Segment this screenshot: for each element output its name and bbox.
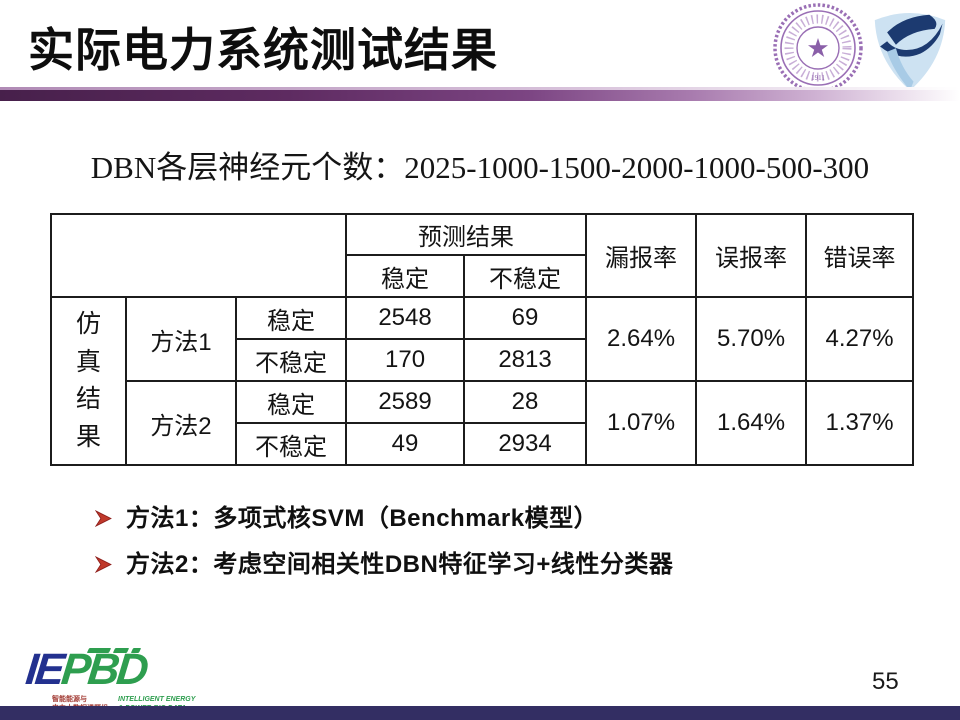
bullet-text-method1: 方法1：多项式核SVM（Benchmark模型）	[126, 505, 599, 532]
method2-stable-stable-cell: 2589	[345, 380, 466, 424]
title-divider	[0, 90, 960, 101]
method2-name-cell: 方法2	[125, 380, 237, 466]
method1-stable-unstable-cell: 69	[463, 296, 588, 340]
row-group-label: 仿真结果	[75, 310, 101, 451]
bottom-bar	[0, 706, 960, 720]
method2-unstable-unstable-cell: 2934	[463, 422, 588, 466]
list-item: 方法2：考虑空间相关性DBN特征学习+线性分类器	[95, 549, 673, 581]
tsinghua-seal-icon: 1911	[773, 3, 863, 93]
method1-unstable-unstable-cell: 2813	[463, 338, 588, 382]
method1-stable-label-cell: 稳定	[234, 296, 348, 340]
stable-col-header-cell: 稳定	[345, 254, 466, 298]
bullet-list: 方法1：多项式核SVM（Benchmark模型） 方法2：考虑空间相关性DBN特…	[95, 503, 673, 596]
miss-rate-header-cell: 漏报率	[585, 213, 698, 298]
method1-miss-rate-cell: 2.64%	[585, 296, 698, 382]
bullet-text-method2: 方法2：考虑空间相关性DBN特征学习+线性分类器	[126, 551, 674, 579]
results-table: 预测结果 漏报率 误报率 错误率 稳定 不稳定 仿真结果 方法1 稳定 2548…	[49, 213, 915, 466]
method2-false-alarm-cell: 1.64%	[695, 380, 808, 466]
list-item: 方法1：多项式核SVM（Benchmark模型）	[95, 503, 673, 535]
row-group-cell: 仿真结果	[50, 296, 127, 466]
iepbd-logo: IEPBD 智能能源与 电力大数据课题组 INTELLIGENT ENERGY …	[23, 638, 259, 714]
method1-error-rate-cell: 4.27%	[805, 296, 915, 382]
method1-stable-stable-cell: 2548	[345, 296, 466, 340]
dbn-layers-heading: DBN各层神经元个数：2025-1000-1500-2000-1000-500-…	[90, 150, 870, 185]
svg-text:1911: 1911	[811, 74, 825, 82]
bullet-arrow-icon	[95, 556, 112, 574]
iepbd-pbd-text: PBD	[59, 645, 149, 694]
blue-shield-logo-icon	[874, 13, 946, 91]
false-alarm-header-cell: 误报率	[695, 213, 808, 298]
iepbd-ie-text: IE	[23, 645, 65, 694]
bullet-arrow-icon	[95, 510, 112, 527]
method2-miss-rate-cell: 1.07%	[585, 380, 698, 466]
method2-error-rate-cell: 1.37%	[805, 380, 915, 466]
method2-stable-label-cell: 稳定	[234, 380, 348, 424]
page-title: 实际电力系统测试结果	[28, 24, 498, 76]
divider-highlight	[0, 87, 960, 90]
method1-false-alarm-cell: 5.70%	[695, 296, 808, 382]
table-corner-cell	[49, 213, 348, 298]
error-rate-header-cell: 错误率	[805, 213, 915, 298]
unstable-col-header-cell: 不稳定	[463, 254, 588, 298]
method2-unstable-label-cell: 不稳定	[234, 422, 348, 466]
method2-stable-unstable-cell: 28	[463, 380, 588, 424]
method2-unstable-stable-cell: 49	[345, 422, 466, 466]
iepbd-wordmark: IEPBD	[23, 645, 259, 694]
method1-unstable-label-cell: 不稳定	[234, 338, 348, 382]
prediction-header-cell: 预测结果	[345, 213, 588, 256]
method1-unstable-stable-cell: 170	[345, 338, 466, 382]
method1-name-cell: 方法1	[125, 296, 237, 382]
page-number: 55	[872, 668, 899, 695]
